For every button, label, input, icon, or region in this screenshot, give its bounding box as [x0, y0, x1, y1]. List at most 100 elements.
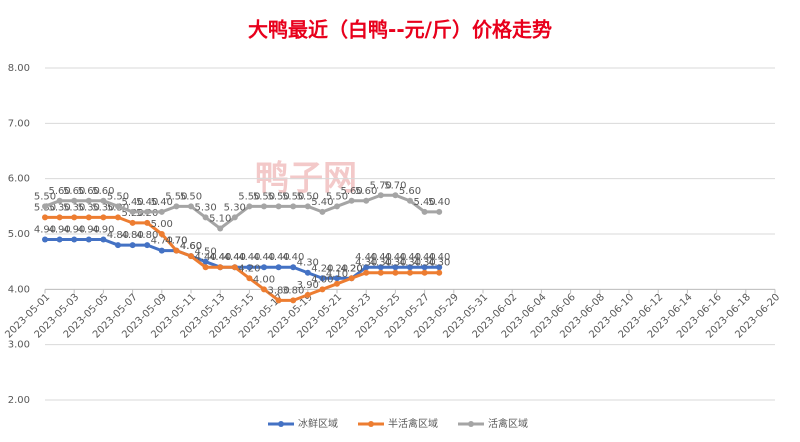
data-point	[85, 197, 92, 204]
data-label: 4.40	[267, 252, 289, 263]
y-tick-label: 6.00	[8, 174, 30, 185]
data-label: 4.40	[224, 252, 246, 263]
data-point	[173, 247, 180, 254]
data-point	[304, 291, 311, 298]
data-point	[407, 264, 413, 271]
data-point	[144, 242, 151, 249]
data-label: 4.30	[297, 258, 319, 269]
data-point	[348, 275, 355, 282]
data-label: 5.40	[428, 197, 450, 208]
data-point	[377, 269, 384, 276]
data-point	[158, 208, 165, 215]
data-point	[100, 214, 107, 221]
y-tick-label: 2.00	[8, 395, 30, 406]
data-point	[202, 264, 209, 271]
data-point	[42, 203, 48, 210]
y-tick-label: 8.00	[8, 63, 30, 74]
data-point	[188, 253, 194, 260]
data-point	[173, 203, 180, 210]
data-point	[129, 208, 136, 215]
data-point	[158, 247, 165, 254]
data-label: 5.50	[326, 191, 348, 202]
data-point	[436, 208, 443, 215]
data-label: 4.30	[384, 258, 406, 269]
data-point	[202, 258, 209, 265]
data-label: 4.30	[370, 258, 392, 269]
data-point	[407, 197, 413, 204]
data-point	[363, 197, 370, 204]
data-point	[42, 236, 48, 243]
data-point	[100, 197, 107, 204]
data-label: 4.70	[151, 236, 173, 247]
data-label: 4.20	[340, 263, 362, 274]
data-point	[115, 203, 121, 210]
data-point	[71, 197, 78, 204]
data-point	[217, 264, 224, 271]
data-label: 4.40	[224, 252, 246, 263]
chart-title: 大鸭最近（白鸭--元/斤）价格走势	[248, 18, 552, 42]
data-label: 5.30	[224, 202, 246, 213]
data-point	[334, 280, 340, 287]
data-label: 5.10	[209, 213, 231, 224]
data-point	[392, 192, 399, 199]
data-label: 4.70	[165, 236, 187, 247]
data-point	[319, 275, 326, 282]
data-point	[275, 203, 282, 210]
data-label: 5.70	[384, 180, 406, 191]
y-tick-label: 3.00	[8, 340, 30, 351]
data-point	[115, 214, 121, 221]
data-point	[334, 203, 340, 210]
data-label: 4.90	[63, 225, 85, 236]
data-point	[392, 269, 399, 276]
data-label: 4.00	[253, 274, 275, 285]
data-point	[71, 236, 78, 243]
data-label: 5.60	[63, 186, 85, 197]
data-label: 5.60	[48, 186, 70, 197]
data-point	[421, 269, 428, 276]
data-point	[202, 214, 209, 221]
data-point	[71, 214, 78, 221]
data-point	[56, 214, 63, 221]
data-point	[231, 214, 238, 221]
data-label: 4.40	[370, 252, 392, 263]
data-point	[348, 197, 355, 204]
data-label: 5.50	[107, 191, 129, 202]
data-label: 4.40	[194, 252, 216, 263]
data-label: 5.60	[78, 186, 100, 197]
data-label: 4.90	[92, 225, 114, 236]
data-label: 4.40	[413, 252, 435, 263]
data-label: 5.50	[253, 191, 275, 202]
series-line	[45, 215, 440, 302]
legend-label: 活禽区域	[488, 417, 528, 430]
data-point	[158, 231, 165, 237]
data-label: 4.90	[48, 225, 70, 236]
data-label: 5.40	[121, 197, 143, 208]
data-point	[246, 203, 253, 210]
data-point	[290, 203, 297, 210]
data-point	[377, 192, 384, 199]
data-label: 5.40	[151, 197, 173, 208]
legend-marker	[278, 421, 284, 427]
data-label: 5.30	[48, 202, 70, 213]
data-point	[421, 208, 428, 215]
data-label: 4.60	[180, 241, 202, 252]
data-label: 5.00	[151, 219, 173, 230]
data-point	[115, 242, 121, 249]
data-label: 4.40	[399, 252, 421, 263]
data-label: 5.30	[92, 202, 114, 213]
data-point	[290, 297, 297, 304]
data-label: 4.30	[399, 258, 421, 269]
data-point	[436, 264, 443, 271]
data-point	[129, 219, 136, 226]
data-point	[231, 264, 238, 271]
data-point	[261, 264, 267, 271]
data-label: 5.60	[92, 186, 114, 197]
data-point	[217, 225, 224, 232]
data-label: 5.50	[180, 191, 202, 202]
data-label: 4.20	[340, 263, 362, 274]
data-label: 4.40	[384, 252, 406, 263]
data-label: 4.20	[238, 263, 260, 274]
data-label: 5.50	[267, 191, 289, 202]
data-point	[290, 264, 297, 271]
data-point	[436, 269, 443, 276]
